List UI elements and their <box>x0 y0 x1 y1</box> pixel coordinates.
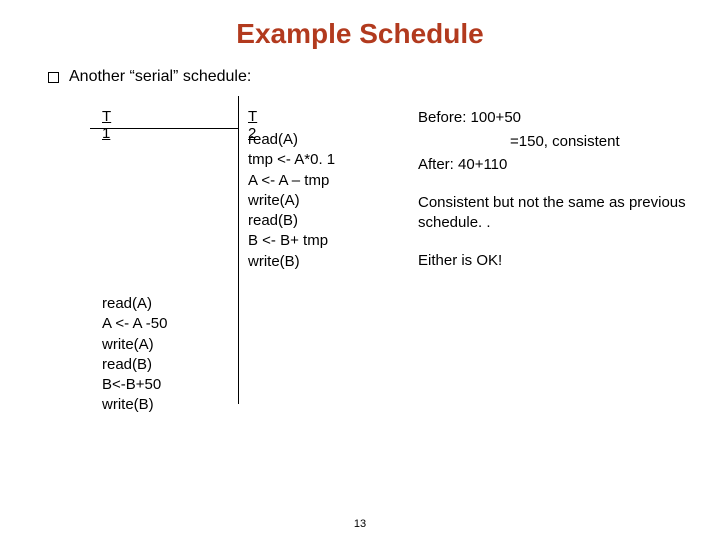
checkbox-icon <box>48 72 59 83</box>
vertical-line <box>238 96 239 404</box>
bullet-text: Another “serial” schedule: <box>69 68 251 86</box>
horizontal-line <box>90 128 238 129</box>
bullet-item: Another “serial” schedule: <box>0 68 720 86</box>
page-number: 13 <box>0 518 720 530</box>
t2-operations: read(A) tmp <- A*0. 1 A <- A – tmp write… <box>248 130 335 272</box>
slide-title: Example Schedule <box>0 0 720 68</box>
after-text: After: 40+110 <box>418 155 720 175</box>
t1-operations: read(A) A <- A -50 write(A) read(B) B<-B… <box>102 294 167 416</box>
t1-header: T 1 <box>102 108 111 142</box>
consistent-text: Consistent but not the same as previous … <box>418 193 720 234</box>
equals-text: =150, consistent <box>418 132 720 152</box>
notes-block: Before: 100+50 =150, consistent After: 4… <box>418 108 720 272</box>
either-text: Either is OK! <box>418 251 720 271</box>
before-text: Before: 100+50 <box>418 108 720 128</box>
